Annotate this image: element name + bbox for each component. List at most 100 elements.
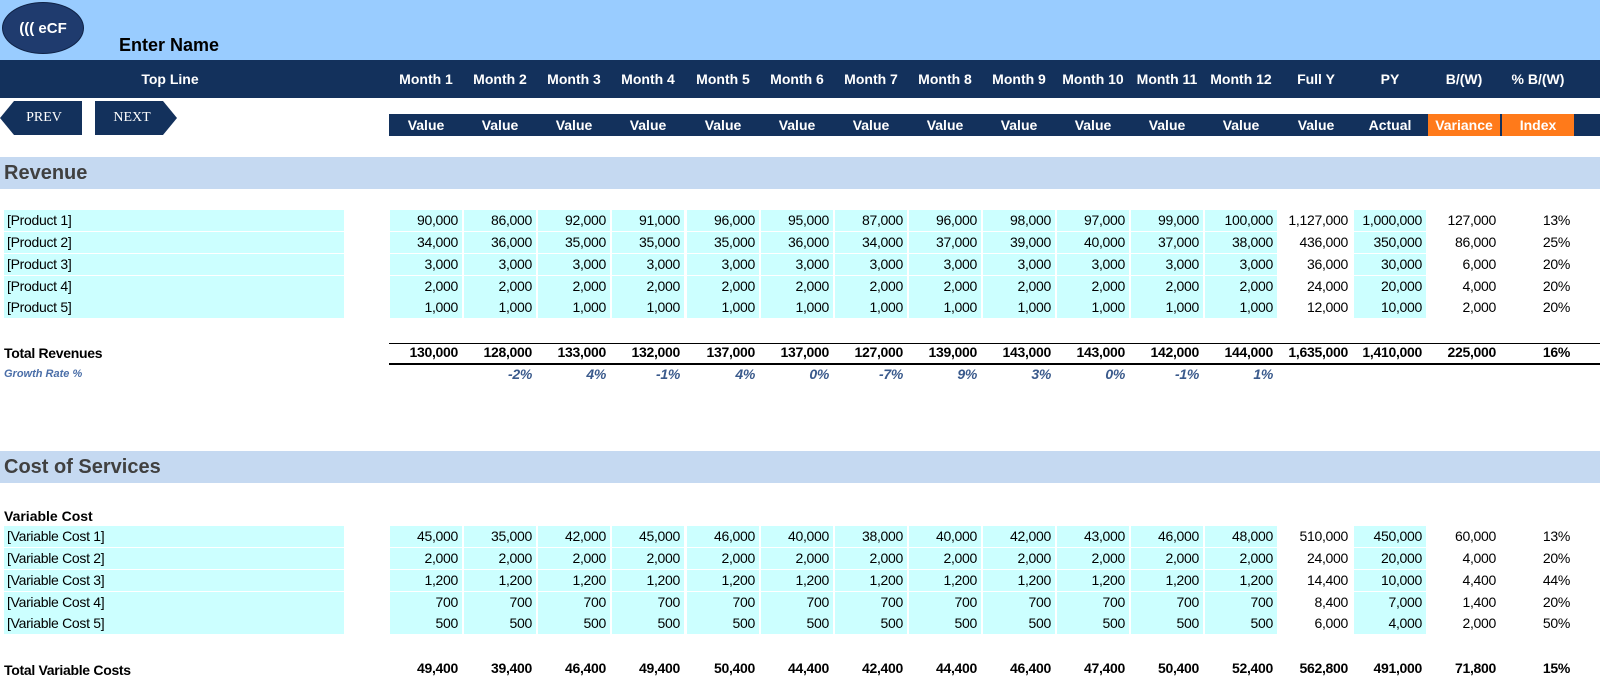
table-cell[interactable]: 700 bbox=[464, 592, 536, 613]
table-cell[interactable]: 1,200 bbox=[390, 570, 462, 591]
table-cell[interactable]: 1,200 bbox=[1131, 570, 1203, 591]
table-cell[interactable]: 1,000 bbox=[538, 297, 610, 318]
table-cell[interactable]: 2,000 bbox=[612, 276, 684, 297]
table-cell[interactable]: 35,000 bbox=[612, 232, 684, 253]
company-name-input[interactable]: Enter Name bbox=[119, 35, 220, 55]
row-label[interactable]: [Variable Cost 4] bbox=[4, 592, 344, 613]
table-cell[interactable]: 2,000 bbox=[1057, 548, 1129, 569]
table-cell[interactable]: 700 bbox=[1205, 592, 1277, 613]
table-cell[interactable]: 500 bbox=[390, 613, 462, 634]
table-cell[interactable]: 2,000 bbox=[612, 548, 684, 569]
table-cell[interactable]: 700 bbox=[761, 592, 833, 613]
table-cell[interactable]: 450,000 bbox=[1354, 526, 1426, 547]
table-cell[interactable]: 46,000 bbox=[1131, 526, 1203, 547]
table-cell[interactable]: 10,000 bbox=[1354, 570, 1426, 591]
table-cell[interactable]: 2,000 bbox=[909, 548, 981, 569]
table-cell[interactable]: 1,000 bbox=[909, 297, 981, 318]
table-cell[interactable]: 40,000 bbox=[1057, 232, 1129, 253]
table-cell[interactable]: 38,000 bbox=[1205, 232, 1277, 253]
table-cell[interactable]: 1,000 bbox=[835, 297, 907, 318]
table-cell[interactable]: 35,000 bbox=[538, 232, 610, 253]
table-cell[interactable]: 2,000 bbox=[538, 548, 610, 569]
table-cell[interactable]: 2,000 bbox=[464, 548, 536, 569]
table-cell[interactable]: 3,000 bbox=[1131, 254, 1203, 275]
table-cell[interactable]: 91,000 bbox=[612, 210, 684, 231]
table-cell[interactable]: 500 bbox=[612, 613, 684, 634]
company-logo[interactable]: ((( eCF bbox=[2, 2, 84, 54]
table-cell[interactable]: 46,000 bbox=[687, 526, 759, 547]
table-cell[interactable]: 1,200 bbox=[612, 570, 684, 591]
table-cell[interactable]: 700 bbox=[909, 592, 981, 613]
table-cell[interactable]: 2,000 bbox=[687, 276, 759, 297]
table-cell[interactable]: 2,000 bbox=[1205, 276, 1277, 297]
table-cell[interactable]: 3,000 bbox=[983, 254, 1055, 275]
table-cell[interactable]: 87,000 bbox=[835, 210, 907, 231]
table-cell[interactable]: 39,000 bbox=[983, 232, 1055, 253]
table-cell[interactable]: 500 bbox=[538, 613, 610, 634]
table-cell[interactable]: 1,000 bbox=[612, 297, 684, 318]
table-cell[interactable]: 3,000 bbox=[835, 254, 907, 275]
table-cell[interactable]: 1,000,000 bbox=[1354, 210, 1426, 231]
table-cell[interactable]: 3,000 bbox=[538, 254, 610, 275]
table-cell[interactable]: 7,000 bbox=[1354, 592, 1426, 613]
row-label[interactable]: [Product 5] bbox=[4, 297, 344, 318]
row-label[interactable]: [Variable Cost 5] bbox=[4, 613, 344, 634]
table-cell[interactable]: 35,000 bbox=[687, 232, 759, 253]
table-cell[interactable]: 2,000 bbox=[1131, 548, 1203, 569]
table-cell[interactable]: 700 bbox=[1057, 592, 1129, 613]
table-cell[interactable]: 700 bbox=[612, 592, 684, 613]
table-cell[interactable]: 95,000 bbox=[761, 210, 833, 231]
table-cell[interactable]: 700 bbox=[1131, 592, 1203, 613]
table-cell[interactable]: 350,000 bbox=[1354, 232, 1426, 253]
table-cell[interactable]: 38,000 bbox=[835, 526, 907, 547]
table-cell[interactable]: 45,000 bbox=[612, 526, 684, 547]
table-cell[interactable]: 500 bbox=[687, 613, 759, 634]
table-cell[interactable]: 100,000 bbox=[1205, 210, 1277, 231]
row-label[interactable]: [Product 3] bbox=[4, 254, 344, 275]
table-cell[interactable]: 96,000 bbox=[909, 210, 981, 231]
table-cell[interactable]: 37,000 bbox=[909, 232, 981, 253]
table-cell[interactable]: 1,200 bbox=[835, 570, 907, 591]
table-cell[interactable]: 98,000 bbox=[983, 210, 1055, 231]
table-cell[interactable]: 2,000 bbox=[1205, 548, 1277, 569]
table-cell[interactable]: 2,000 bbox=[761, 548, 833, 569]
table-cell[interactable]: 99,000 bbox=[1131, 210, 1203, 231]
table-cell[interactable]: 40,000 bbox=[761, 526, 833, 547]
table-cell[interactable]: 3,000 bbox=[1057, 254, 1129, 275]
table-cell[interactable]: 1,000 bbox=[983, 297, 1055, 318]
table-cell[interactable]: 20,000 bbox=[1354, 276, 1426, 297]
table-cell[interactable]: 1,000 bbox=[1131, 297, 1203, 318]
table-cell[interactable]: 2,000 bbox=[538, 276, 610, 297]
table-cell[interactable]: 500 bbox=[1205, 613, 1277, 634]
table-cell[interactable]: 2,000 bbox=[464, 276, 536, 297]
row-label[interactable]: [Product 4] bbox=[4, 276, 344, 297]
table-cell[interactable]: 1,000 bbox=[687, 297, 759, 318]
next-button[interactable]: NEXT bbox=[95, 101, 177, 135]
table-cell[interactable]: 1,000 bbox=[1205, 297, 1277, 318]
table-cell[interactable]: 45,000 bbox=[390, 526, 462, 547]
prev-button[interactable]: PREV bbox=[0, 101, 82, 135]
table-cell[interactable]: 2,000 bbox=[761, 276, 833, 297]
table-cell[interactable]: 1,200 bbox=[909, 570, 981, 591]
table-cell[interactable]: 3,000 bbox=[909, 254, 981, 275]
table-cell[interactable]: 97,000 bbox=[1057, 210, 1129, 231]
table-cell[interactable]: 2,000 bbox=[983, 276, 1055, 297]
table-cell[interactable]: 42,000 bbox=[983, 526, 1055, 547]
table-cell[interactable]: 35,000 bbox=[464, 526, 536, 547]
table-cell[interactable]: 1,000 bbox=[761, 297, 833, 318]
table-cell[interactable]: 3,000 bbox=[687, 254, 759, 275]
table-cell[interactable]: 43,000 bbox=[1057, 526, 1129, 547]
table-cell[interactable]: 96,000 bbox=[687, 210, 759, 231]
table-cell[interactable]: 2,000 bbox=[687, 548, 759, 569]
table-cell[interactable]: 700 bbox=[983, 592, 1055, 613]
table-cell[interactable]: 2,000 bbox=[909, 276, 981, 297]
table-cell[interactable]: 36,000 bbox=[464, 232, 536, 253]
table-cell[interactable]: 34,000 bbox=[835, 232, 907, 253]
table-cell[interactable]: 1,000 bbox=[464, 297, 536, 318]
table-cell[interactable]: 48,000 bbox=[1205, 526, 1277, 547]
table-cell[interactable]: 3,000 bbox=[1205, 254, 1277, 275]
table-cell[interactable]: 1,200 bbox=[538, 570, 610, 591]
table-cell[interactable]: 500 bbox=[464, 613, 536, 634]
table-cell[interactable]: 500 bbox=[1131, 613, 1203, 634]
table-cell[interactable]: 500 bbox=[835, 613, 907, 634]
